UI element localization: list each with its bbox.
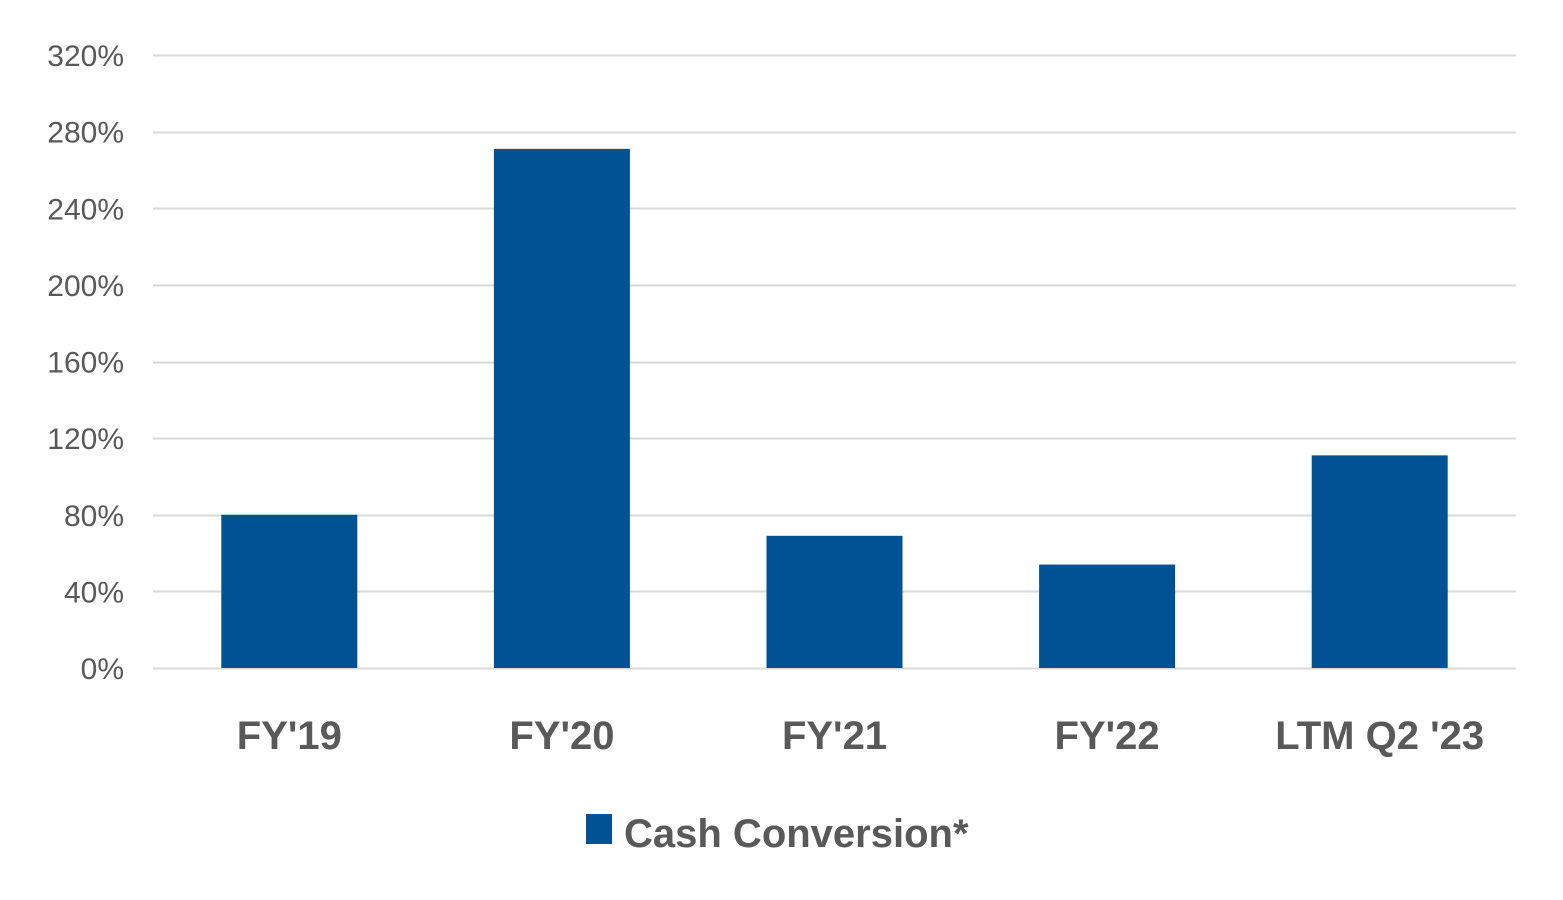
bars [221, 148, 1448, 669]
y-tick-label: 200% [47, 270, 124, 303]
y-tick-label: 320% [47, 40, 124, 73]
x-tick-label: FY'21 [782, 714, 887, 758]
y-tick-label: 160% [47, 347, 124, 380]
y-tick-label: 280% [47, 117, 124, 150]
bar-fy-19 [221, 514, 358, 668]
gridlines [153, 54, 1516, 670]
x-tick-label: FY'20 [509, 714, 614, 758]
bar-ltm-q2-23 [1311, 455, 1448, 668]
y-tick-label: 40% [64, 576, 124, 609]
x-tick-label: FY'22 [1055, 714, 1160, 758]
y-tick-label: 0% [81, 653, 124, 686]
x-tick-label: FY'19 [237, 714, 342, 758]
y-axis-tick-labels: 0% 40% 80% 120% 160% 200% 240% 280% 320% [47, 40, 124, 686]
y-tick-label: 80% [64, 500, 124, 533]
legend-label-cash-conversion: Cash Conversion* [624, 812, 969, 856]
legend: Cash Conversion* [586, 812, 969, 856]
bar-fy-20 [493, 148, 630, 669]
y-tick-label: 120% [47, 423, 124, 456]
bar-fy-21 [766, 535, 903, 668]
legend-swatch-cash-conversion [586, 814, 612, 844]
y-tick-label: 240% [47, 193, 124, 226]
x-tick-label: LTM Q2 '23 [1275, 714, 1484, 758]
x-axis-tick-labels: FY'19 FY'20 FY'21 FY'22 LTM Q2 '23 [237, 714, 1484, 758]
bar-fy-22 [1039, 564, 1176, 668]
